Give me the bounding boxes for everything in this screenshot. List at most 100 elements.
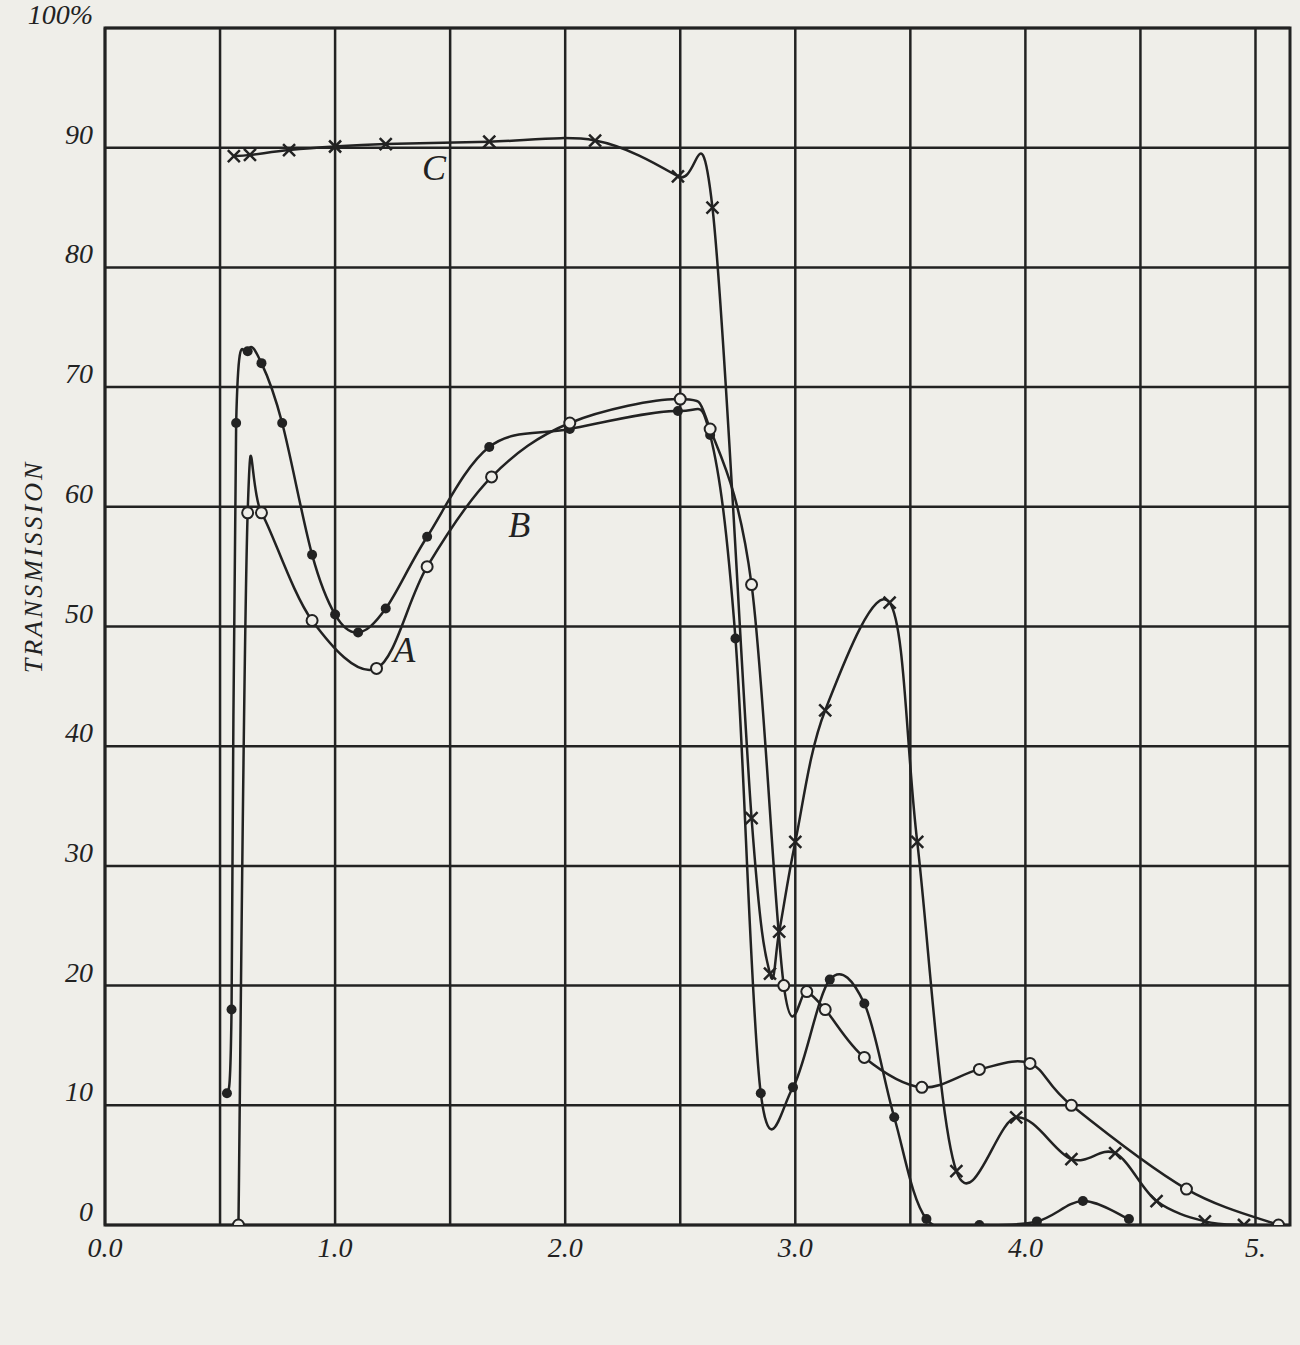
y-tick-label: 40 — [65, 717, 93, 748]
y-axis-title: TRANSMISSION — [19, 460, 48, 674]
curve-label: C — [422, 148, 447, 188]
marker — [859, 999, 869, 1009]
marker — [746, 812, 758, 824]
marker — [889, 1112, 899, 1122]
curve-label: B — [508, 505, 530, 545]
marker — [1238, 1219, 1250, 1225]
marker — [1124, 1214, 1134, 1224]
x-minor-grid-line — [1139, 28, 1142, 1225]
marker — [884, 597, 896, 609]
marker — [974, 1220, 984, 1225]
marker — [371, 663, 382, 674]
marker — [277, 418, 287, 428]
y-grid-line — [105, 386, 1290, 389]
curve-label: A — [391, 630, 416, 670]
y-tick-label: 60 — [65, 478, 93, 509]
data — [222, 135, 1284, 1225]
marker — [706, 202, 718, 214]
y-tick-label: 10 — [65, 1076, 93, 1107]
x-grid-line — [1254, 28, 1257, 1225]
marker — [483, 136, 495, 148]
marker — [950, 1165, 962, 1177]
marker — [228, 150, 240, 162]
y-tick-label: 80 — [65, 238, 93, 269]
marker — [231, 418, 241, 428]
marker — [1273, 1220, 1284, 1226]
marker — [380, 138, 392, 150]
marker — [921, 1214, 931, 1224]
y-tick-label: 100% — [28, 0, 93, 30]
marker — [307, 615, 318, 626]
marker — [916, 1082, 927, 1093]
series-line — [227, 347, 1129, 1225]
marker — [330, 610, 340, 620]
x-minor-grid-line — [449, 28, 452, 1225]
marker — [746, 579, 757, 590]
marker — [244, 149, 256, 161]
marker — [227, 1005, 237, 1015]
marker — [233, 1220, 244, 1226]
x-tick-label: 3.0 — [777, 1232, 813, 1263]
x-grid-line — [334, 28, 337, 1225]
y-grid-line — [105, 745, 1290, 748]
x-minor-grid-line — [679, 28, 682, 1225]
x-minor-grid-line — [909, 28, 912, 1225]
marker — [422, 532, 432, 542]
y-tick-label: 0 — [79, 1196, 93, 1227]
marker — [329, 141, 341, 153]
marker — [756, 1088, 766, 1098]
x-grid-line — [794, 28, 797, 1225]
marker — [778, 980, 789, 991]
y-grid-line — [105, 984, 1290, 987]
marker — [484, 442, 494, 452]
marker — [353, 627, 363, 637]
y-grid-line — [105, 266, 1290, 269]
y-grid-line — [105, 506, 1290, 509]
y-grid-line — [105, 625, 1290, 628]
x-grid-line — [1024, 28, 1027, 1225]
marker — [1199, 1215, 1211, 1225]
marker — [1181, 1184, 1192, 1195]
marker — [1024, 1058, 1035, 1069]
plot-frame — [105, 28, 1290, 1225]
series-line — [238, 399, 1278, 1225]
marker — [673, 406, 683, 416]
marker — [486, 471, 497, 482]
marker — [672, 170, 684, 182]
marker — [819, 704, 831, 716]
marker — [788, 1082, 798, 1092]
x-tick-label: 4.0 — [1008, 1232, 1043, 1263]
marker — [1032, 1216, 1042, 1225]
marker — [911, 836, 923, 848]
marker — [422, 561, 433, 572]
x-minor-grid-line — [219, 28, 222, 1225]
marker — [283, 144, 295, 156]
marker — [801, 986, 812, 997]
marker — [1078, 1196, 1088, 1206]
y-tick-label: 90 — [65, 119, 93, 150]
marker — [564, 418, 575, 429]
marker — [256, 358, 266, 368]
marker — [1010, 1111, 1022, 1123]
x-tick-label: 5. — [1245, 1232, 1266, 1263]
x-tick-label: 2.0 — [548, 1232, 583, 1263]
marker — [1066, 1100, 1077, 1111]
grid — [105, 28, 1290, 1225]
y-grid-line — [105, 865, 1290, 868]
marker — [820, 1004, 831, 1015]
marker — [589, 135, 601, 147]
marker — [859, 1052, 870, 1063]
y-tick-label: 20 — [65, 957, 93, 988]
marker — [256, 507, 267, 518]
marker — [243, 346, 253, 356]
y-grid-line — [105, 146, 1290, 149]
marker — [730, 633, 740, 643]
y-tick-label: 70 — [65, 358, 93, 389]
marker — [381, 604, 391, 614]
marker — [825, 975, 835, 985]
marker — [789, 836, 801, 848]
marker — [1109, 1147, 1121, 1159]
x-tick-label: 0.0 — [88, 1232, 123, 1263]
chart: 0102030405060708090100%0.01.02.03.04.05.… — [0, 0, 1300, 1345]
y-tick-label: 30 — [64, 837, 93, 868]
